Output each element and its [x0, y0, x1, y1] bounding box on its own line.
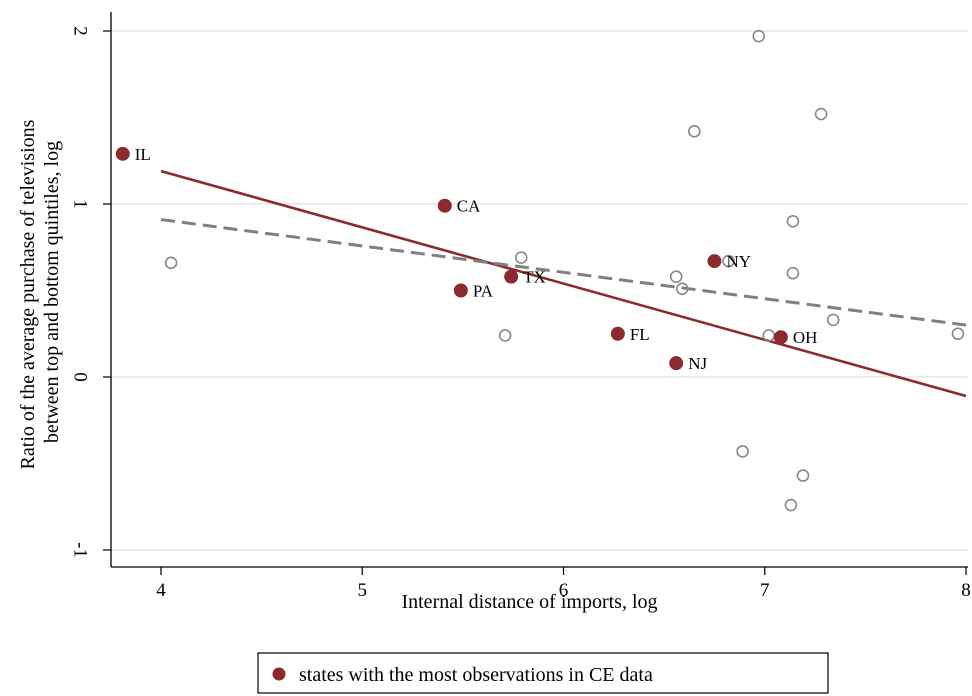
fit-line-solid: [160, 169, 967, 398]
filled-point: [773, 330, 788, 345]
data-points: IL CA PA TX FL NJ NY OH: [115, 29, 965, 512]
y-tick-label: -1: [70, 542, 91, 558]
point-label-ny: NY: [726, 252, 751, 271]
hollow-point: [786, 215, 800, 228]
hollow-point: [752, 29, 766, 43]
y-tick-label: 0: [70, 372, 91, 382]
fit-line-dashed: [160, 218, 967, 327]
filled-point: [504, 269, 519, 284]
x-tick-label: 7: [760, 580, 770, 601]
hollow-point: [951, 327, 965, 341]
point-label-nj: NJ: [688, 354, 707, 373]
filled-point: [669, 356, 684, 371]
filled-point: [453, 283, 468, 298]
point-label-ca: CA: [457, 197, 481, 216]
hollow-point: [688, 125, 701, 138]
hollow-point: [814, 107, 828, 121]
point-label-pa: PA: [473, 282, 494, 301]
point-label-fl: FL: [630, 325, 650, 344]
legend-entry-text: states with the most observations in CE …: [299, 664, 653, 686]
hollow-point: [796, 469, 810, 482]
point-label-tx: TX: [523, 268, 546, 287]
x-tick-label: 5: [358, 580, 368, 601]
hollow-point: [669, 270, 683, 283]
x-tick-label: 4: [156, 580, 166, 601]
x-tick-label: 6: [559, 580, 569, 601]
hollow-point: [722, 254, 735, 268]
hollow-point: [736, 445, 749, 458]
fit-lines: [160, 169, 967, 398]
hollow-point: [784, 498, 798, 512]
hollow-point: [498, 329, 512, 342]
y-axis-title-line-1: Ratio of the average purchase of televis…: [17, 119, 39, 469]
hollow-point: [675, 282, 689, 296]
hollow-point: [826, 313, 840, 327]
x-axis-title: Internal distance of imports, log: [401, 591, 657, 613]
legend-box: [257, 652, 829, 694]
y-axis-title: Ratio of the average purchase of televis…: [17, 115, 63, 470]
x-tick-label: 8: [961, 580, 971, 601]
y-tick-label: 1: [70, 199, 91, 209]
legend: states with the most observations in CE …: [257, 652, 829, 694]
hollow-point: [786, 266, 800, 280]
filled-point: [610, 326, 625, 341]
hollow-point: [164, 256, 178, 270]
y-tick-label: 2: [70, 26, 91, 36]
gridlines: [111, 30, 968, 551]
legend-marker-filled-circle: [272, 667, 286, 681]
ticks: 4 5 6 7 8 -1 0 1 2: [70, 26, 971, 601]
filled-point: [437, 198, 452, 213]
filled-point: [115, 146, 130, 161]
axes: [110, 12, 968, 568]
point-label-oh: OH: [793, 328, 818, 347]
filled-point: [707, 254, 722, 269]
y-axis-title-line-2: between top and bottom quintiles, log: [41, 141, 63, 443]
hollow-point: [514, 251, 528, 264]
point-label-il: IL: [135, 145, 151, 164]
